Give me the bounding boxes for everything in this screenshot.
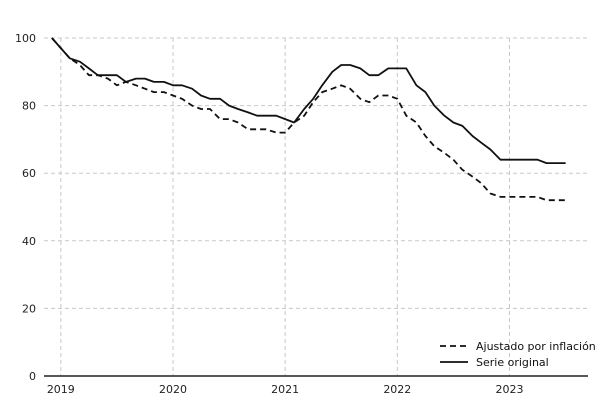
x-tick-label: 2022 [383, 383, 411, 396]
legend: Ajustado por inflación Serie original [440, 340, 596, 369]
y-tick-label: 20 [22, 302, 36, 315]
x-tick-label: 2020 [159, 383, 187, 396]
axes: 0 20 40 60 80 100 2019 2020 2021 2022 2023 [15, 32, 588, 396]
y-tick-label: 40 [22, 235, 36, 248]
x-tick-label: 2021 [271, 383, 299, 396]
x-tick-label: 2023 [495, 383, 523, 396]
legend-label: Ajustado por inflación [476, 340, 596, 353]
y-tick-label: 0 [29, 370, 36, 383]
series-lines [51, 37, 566, 202]
legend-label: Serie original [476, 356, 549, 369]
grid [44, 37, 588, 377]
series-line-original [51, 37, 566, 165]
y-tick-label: 80 [22, 100, 36, 113]
y-tick-label: 60 [22, 167, 36, 180]
y-tick-label: 100 [15, 32, 36, 45]
series-line-ajustado [51, 37, 566, 202]
x-tick-label: 2019 [47, 383, 75, 396]
